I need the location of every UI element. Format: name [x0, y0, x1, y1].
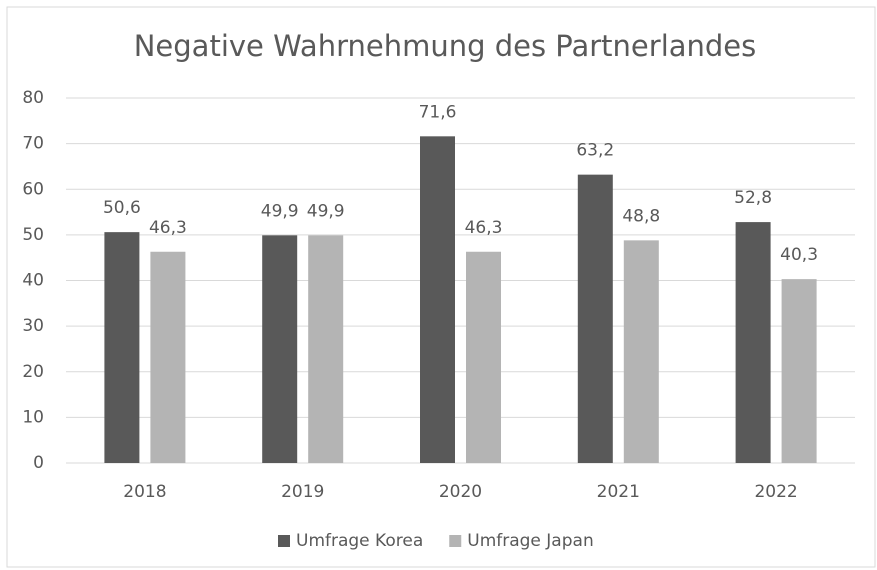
y-tick-label: 80	[22, 88, 44, 108]
x-tick-label: 2021	[597, 482, 640, 502]
y-tick-label: 40	[22, 271, 44, 291]
chart-title: Negative Wahrnehmung des Partnerlandes	[134, 29, 757, 63]
legend-label: Umfrage Korea	[296, 531, 423, 551]
bar	[150, 251, 186, 463]
bar	[420, 136, 455, 463]
bar	[466, 251, 501, 463]
bar	[308, 235, 344, 463]
x-tick-label: 2019	[281, 482, 324, 502]
data-label: 71,6	[419, 102, 457, 122]
y-tick-label: 70	[22, 134, 44, 154]
y-tick-label: 0	[33, 453, 44, 473]
y-tick-label: 30	[22, 316, 44, 336]
data-label: 52,8	[734, 188, 772, 208]
x-tick-label: 2018	[123, 482, 166, 502]
data-label: 50,6	[103, 198, 141, 218]
bar	[781, 279, 817, 463]
x-tick-label: 2020	[439, 482, 482, 502]
data-label: 40,3	[780, 245, 818, 265]
data-label: 46,3	[149, 218, 187, 238]
data-label: 63,2	[576, 141, 614, 161]
bar	[577, 174, 613, 463]
bar	[104, 232, 140, 463]
y-tick-label: 10	[22, 407, 44, 427]
bar	[623, 240, 659, 463]
bar	[735, 222, 771, 463]
data-label: 49,9	[261, 201, 299, 221]
data-label: 48,8	[622, 206, 660, 226]
x-tick-label: 2022	[754, 482, 797, 502]
y-tick-label: 60	[22, 179, 44, 199]
bar	[262, 235, 298, 463]
legend-swatch	[278, 535, 290, 547]
legend-label: Umfrage Japan	[467, 531, 593, 551]
y-tick-label: 20	[22, 362, 44, 382]
legend-swatch	[449, 535, 462, 547]
y-tick-label: 50	[22, 225, 44, 245]
data-label: 49,9	[307, 201, 345, 221]
data-label: 46,3	[465, 218, 503, 238]
